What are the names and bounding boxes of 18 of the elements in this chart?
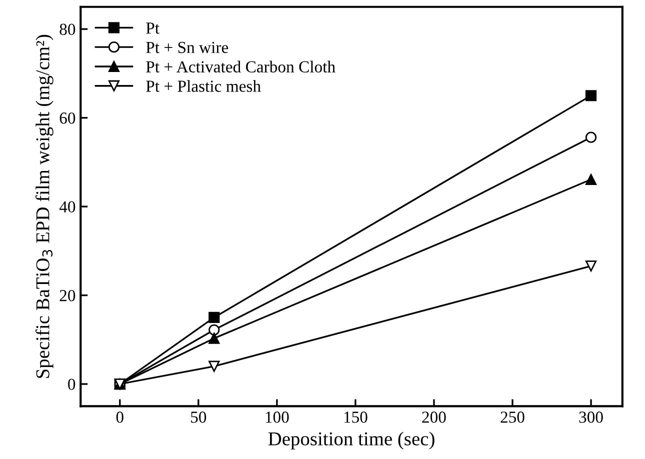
y-axis-title: Specific BaTiO$_{3}$ EPD film weight (mg/cm²) [35,34,54,378]
x-tick-label: 0 [116,412,124,423]
y-tick-label: 60 [60,112,76,124]
legend-label: Pt + Sn wire [146,42,228,54]
legend-label: Pt [146,22,160,34]
x-tick-label: 100 [266,412,289,423]
x-tick-label: 300 [579,412,603,423]
y-tick-label: 80 [60,24,76,36]
x-axis-title: Deposition time (sec) [268,432,434,450]
y-tick-label: 40 [59,201,76,212]
x-tick-label: 200 [422,412,446,423]
x-tick-label: 150 [344,412,368,423]
y-tick-label: 20 [60,290,76,302]
x-tick-label: 250 [500,412,524,423]
x-tick-label: 50 [191,412,206,423]
legend-label: Pt + Plastic mesh [146,80,261,92]
legend-label: Pt + Activated Carbon Cloth [146,60,336,72]
y-tick-label: 0 [68,378,76,390]
